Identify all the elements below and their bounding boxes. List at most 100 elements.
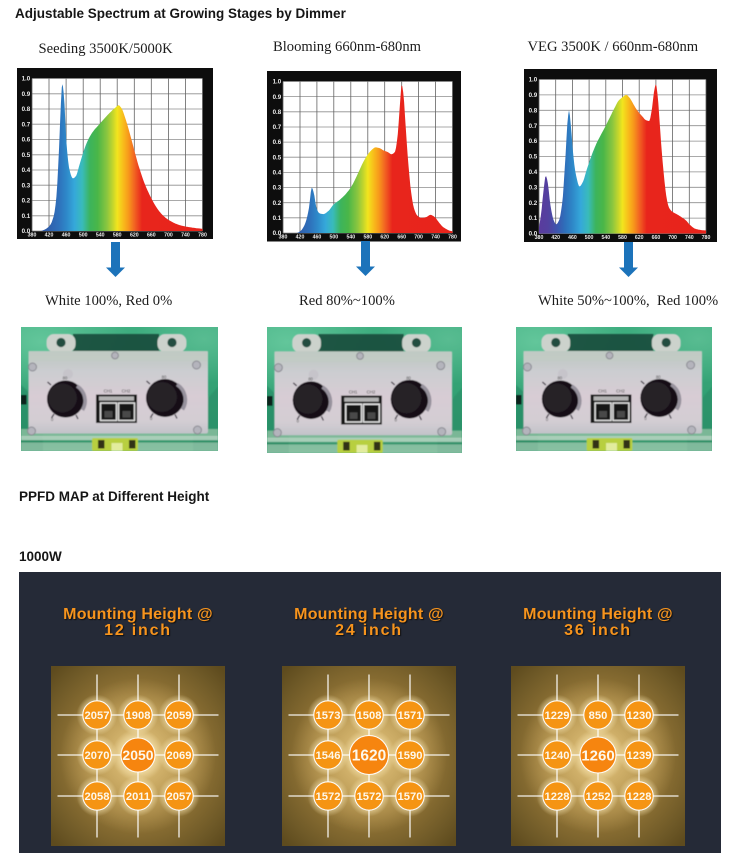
svg-text:740: 740 [685, 235, 694, 241]
svg-text:2059: 2059 [167, 710, 192, 722]
svg-text:540: 540 [601, 235, 610, 241]
svg-text:0: 0 [546, 417, 549, 422]
svg-text:460: 460 [568, 235, 577, 241]
svg-text:0.4: 0.4 [22, 167, 31, 174]
svg-text:0.9: 0.9 [272, 94, 281, 101]
svg-text:0.3: 0.3 [272, 185, 281, 192]
svg-text:0.2: 0.2 [22, 197, 31, 204]
svg-text:380: 380 [535, 235, 544, 241]
svg-text:0.4: 0.4 [529, 169, 538, 176]
svg-text:380: 380 [278, 235, 287, 241]
svg-text:1908: 1908 [126, 710, 151, 722]
svg-text:0.8: 0.8 [529, 107, 538, 114]
svg-text:2058: 2058 [85, 791, 110, 803]
svg-text:CH2: CH2 [122, 389, 131, 394]
svg-text:0.0: 0.0 [529, 230, 538, 237]
svg-text:660: 660 [652, 235, 661, 241]
svg-text:420: 420 [551, 235, 560, 241]
svg-text:1260: 1260 [581, 747, 614, 764]
svg-text:500: 500 [329, 235, 338, 241]
svg-text:1239: 1239 [627, 750, 652, 762]
svg-text:580: 580 [363, 235, 372, 241]
svg-text:CH2: CH2 [367, 390, 376, 395]
svg-text:2069: 2069 [167, 750, 192, 762]
svg-text:660: 660 [397, 235, 406, 241]
svg-text:2070: 2070 [85, 750, 110, 762]
svg-text:620: 620 [635, 235, 644, 241]
svg-text:380: 380 [28, 232, 37, 238]
svg-text:1.0: 1.0 [22, 75, 31, 82]
svg-text:700: 700 [668, 235, 677, 241]
svg-text:CH1: CH1 [598, 388, 607, 393]
svg-text:580: 580 [113, 232, 122, 238]
svg-text:80: 80 [557, 375, 562, 380]
svg-text:1252: 1252 [586, 791, 611, 803]
svg-text:80: 80 [63, 376, 68, 381]
svg-text:460: 460 [312, 235, 321, 241]
svg-text:620: 620 [130, 232, 139, 238]
svg-text:0.4: 0.4 [272, 170, 281, 177]
svg-text:0: 0 [150, 416, 153, 421]
svg-text:0.6: 0.6 [529, 138, 538, 145]
svg-text:1229: 1229 [545, 710, 570, 722]
svg-text:1228: 1228 [627, 791, 652, 803]
svg-text:2011: 2011 [126, 791, 150, 803]
svg-text:1508: 1508 [357, 710, 382, 722]
svg-text:1573: 1573 [316, 710, 341, 722]
svg-text:0: 0 [51, 417, 54, 422]
svg-text:1570: 1570 [398, 791, 423, 803]
svg-text:0: 0 [395, 417, 398, 422]
svg-text:CH2: CH2 [616, 388, 625, 393]
svg-text:CH1: CH1 [104, 389, 113, 394]
svg-text:80: 80 [406, 375, 411, 380]
svg-text:620: 620 [380, 235, 389, 241]
svg-text:1572: 1572 [357, 791, 382, 803]
svg-text:780: 780 [198, 232, 207, 238]
svg-text:0.5: 0.5 [272, 154, 281, 161]
svg-text:1240: 1240 [545, 750, 570, 762]
svg-text:1620: 1620 [352, 748, 386, 765]
svg-text:0.1: 0.1 [529, 215, 538, 222]
svg-text:420: 420 [295, 235, 304, 241]
svg-text:0.9: 0.9 [529, 92, 538, 99]
svg-text:0.9: 0.9 [22, 90, 31, 97]
svg-text:780: 780 [448, 235, 457, 241]
svg-text:2050: 2050 [122, 747, 153, 763]
svg-text:0.6: 0.6 [272, 139, 281, 146]
svg-text:500: 500 [79, 232, 88, 238]
svg-text:0.8: 0.8 [22, 106, 31, 113]
svg-text:700: 700 [414, 235, 423, 241]
svg-text:0.7: 0.7 [272, 124, 281, 131]
svg-text:700: 700 [164, 232, 173, 238]
svg-text:2057: 2057 [167, 791, 192, 803]
svg-text:0.7: 0.7 [22, 121, 31, 128]
svg-text:1230: 1230 [627, 710, 652, 722]
svg-text:780: 780 [702, 235, 711, 241]
svg-text:0.3: 0.3 [529, 184, 538, 191]
svg-text:80: 80 [162, 375, 167, 380]
svg-text:460: 460 [62, 232, 71, 238]
svg-text:80: 80 [308, 376, 313, 381]
svg-text:540: 540 [346, 235, 355, 241]
svg-text:CH1: CH1 [349, 390, 358, 395]
svg-text:1546: 1546 [316, 750, 341, 762]
svg-text:0.7: 0.7 [529, 122, 538, 129]
svg-text:0.1: 0.1 [22, 212, 31, 219]
svg-text:1.0: 1.0 [272, 79, 281, 86]
svg-text:0.5: 0.5 [22, 151, 31, 158]
svg-text:0: 0 [644, 416, 647, 421]
svg-text:1572: 1572 [316, 791, 341, 803]
svg-text:0.0: 0.0 [272, 230, 281, 237]
svg-text:420: 420 [45, 232, 54, 238]
svg-text:740: 740 [431, 235, 440, 241]
svg-text:0.8: 0.8 [272, 109, 281, 116]
svg-text:0.5: 0.5 [529, 153, 538, 160]
svg-text:1.0: 1.0 [529, 76, 538, 83]
svg-text:580: 580 [618, 235, 627, 241]
svg-text:660: 660 [147, 232, 156, 238]
svg-text:1228: 1228 [545, 791, 570, 803]
svg-text:850: 850 [589, 710, 608, 722]
svg-text:0.3: 0.3 [22, 182, 31, 189]
svg-text:0.6: 0.6 [22, 136, 31, 143]
svg-text:80: 80 [656, 374, 661, 379]
